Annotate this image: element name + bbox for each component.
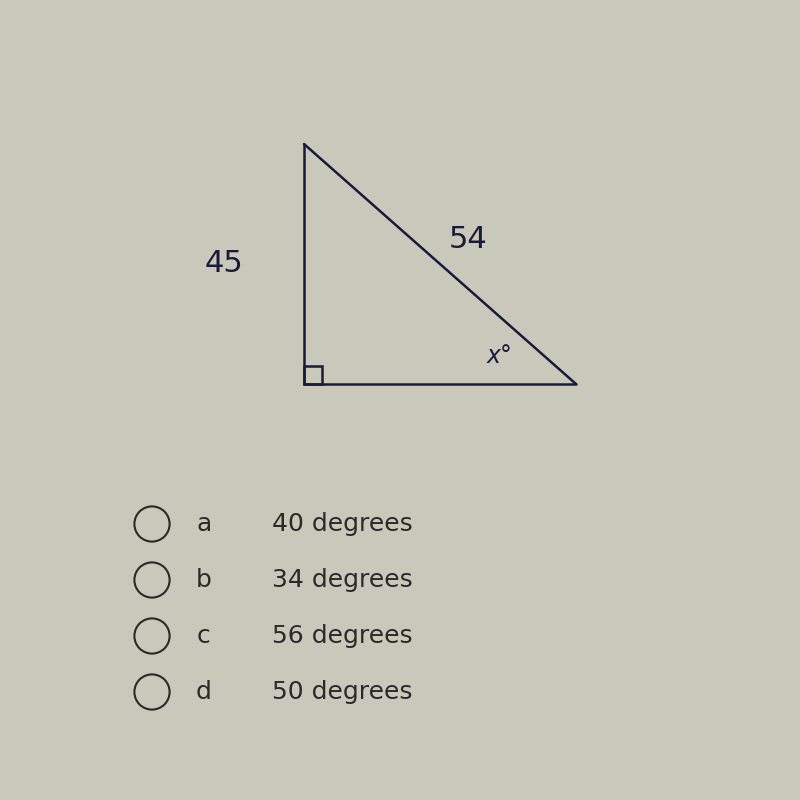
Text: x°: x° (487, 344, 513, 368)
Text: 45: 45 (205, 250, 243, 278)
Text: 50 degrees: 50 degrees (272, 680, 413, 704)
Text: 56 degrees: 56 degrees (272, 624, 413, 648)
Text: d: d (196, 680, 212, 704)
Text: c: c (197, 624, 211, 648)
Text: 54: 54 (449, 226, 487, 254)
Text: 40 degrees: 40 degrees (272, 512, 413, 536)
Text: a: a (196, 512, 212, 536)
Bar (304, 366, 322, 384)
Text: 34 degrees: 34 degrees (272, 568, 413, 592)
Text: b: b (196, 568, 212, 592)
